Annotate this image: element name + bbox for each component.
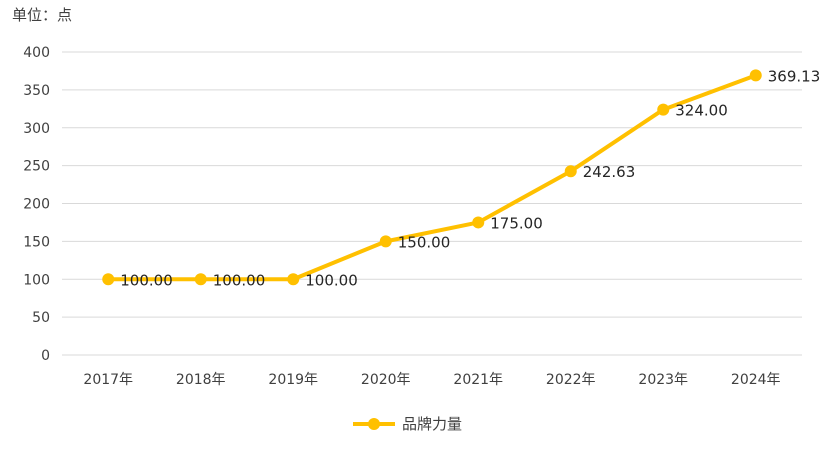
data-label-0: 100.00 xyxy=(120,271,173,289)
data-label-2: 100.00 xyxy=(305,271,358,289)
y-tick-label-6: 300 xyxy=(23,121,50,137)
x-tick-label-6: 2023年 xyxy=(638,372,688,388)
y-tick-label-8: 400 xyxy=(23,45,50,61)
data-labels: 100.00 100.00 100.00 150.00 175.00 242.63 324.… xyxy=(120,67,820,289)
series-group xyxy=(102,69,762,286)
data-point-2 xyxy=(287,273,300,286)
data-label-4: 175.00 xyxy=(490,214,543,232)
x-axis-ticks: 2017年 2018年 2019年 2020年 2021年 2022年 2023年 2024年 xyxy=(83,372,780,388)
unit-label: 单位：点 xyxy=(12,6,72,24)
legend: 品牌力量 xyxy=(353,415,462,433)
data-label-7: 369.13 xyxy=(768,67,821,85)
x-tick-label-3: 2020年 xyxy=(361,372,411,388)
legend-label: 品牌力量 xyxy=(402,415,462,433)
data-point-5 xyxy=(564,165,577,178)
y-tick-label-5: 250 xyxy=(23,159,50,175)
data-point-7 xyxy=(749,69,762,82)
y-tick-label-2: 100 xyxy=(23,272,50,288)
x-tick-label-7: 2024年 xyxy=(731,372,781,388)
x-tick-label-1: 2018年 xyxy=(176,372,226,388)
y-tick-label-3: 150 xyxy=(23,234,50,250)
data-point-0 xyxy=(102,273,115,286)
y-tick-label-0: 0 xyxy=(41,348,50,364)
y-tick-label-1: 50 xyxy=(32,310,50,326)
y-tick-label-4: 200 xyxy=(23,197,50,213)
series-line xyxy=(108,73,757,282)
data-point-1 xyxy=(194,273,207,286)
x-tick-label-0: 2017年 xyxy=(83,372,133,388)
x-tick-label-4: 2021年 xyxy=(453,372,503,388)
data-label-6: 324.00 xyxy=(675,102,728,120)
data-point-3 xyxy=(379,235,392,248)
legend-marker xyxy=(368,418,380,430)
data-label-5: 242.63 xyxy=(583,163,636,181)
x-tick-label-5: 2022年 xyxy=(546,372,596,388)
data-point-6 xyxy=(657,103,670,116)
data-label-1: 100.00 xyxy=(213,271,266,289)
y-axis-ticks: 0 50 100 150 200 250 300 350 400 xyxy=(23,45,50,364)
x-tick-label-2: 2019年 xyxy=(268,372,318,388)
y-tick-label-7: 350 xyxy=(23,83,50,99)
data-point-4 xyxy=(472,216,485,229)
data-label-3: 150.00 xyxy=(398,233,451,251)
